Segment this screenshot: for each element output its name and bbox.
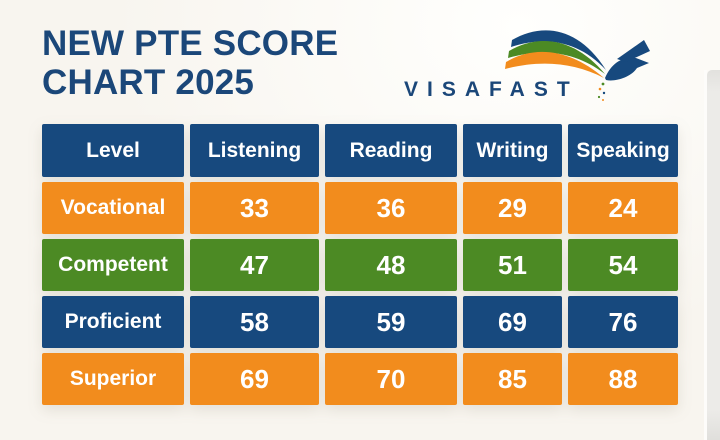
score-cell: 69 xyxy=(190,353,319,405)
column-header-listening: Listening xyxy=(190,124,319,177)
score-cell: 33 xyxy=(190,182,319,234)
score-cell: 70 xyxy=(325,353,457,405)
bird-swoosh-icon xyxy=(505,30,650,101)
column-header-writing: Writing xyxy=(463,124,562,177)
page-title: NEW PTE SCORE CHART 2025 xyxy=(42,24,338,102)
page-edge-highlight xyxy=(704,70,707,440)
score-cell: 51 xyxy=(463,239,562,291)
score-cell: 59 xyxy=(325,296,457,348)
level-cell: Vocational xyxy=(42,182,184,234)
score-cell: 47 xyxy=(190,239,319,291)
score-cell: 85 xyxy=(463,353,562,405)
page-edge xyxy=(707,70,720,440)
score-table: Level Listening Reading Writing Speaking… xyxy=(42,124,678,405)
column-header-reading: Reading xyxy=(325,124,457,177)
column-header-speaking: Speaking xyxy=(568,124,678,177)
score-cell: 36 xyxy=(325,182,457,234)
level-cell: Superior xyxy=(42,353,184,405)
brand-logo: VISAFAST xyxy=(396,14,676,106)
score-cell: 88 xyxy=(568,353,678,405)
score-cell: 76 xyxy=(568,296,678,348)
score-cell: 54 xyxy=(568,239,678,291)
page-title-line1: NEW PTE SCORE xyxy=(42,24,339,63)
score-cell: 69 xyxy=(463,296,562,348)
level-cell: Competent xyxy=(42,239,184,291)
score-cell: 24 xyxy=(568,182,678,234)
brand-name: VISAFAST xyxy=(404,78,579,101)
page-title-line2: CHART 2025 xyxy=(42,63,255,102)
score-cell: 58 xyxy=(190,296,319,348)
score-cell: 48 xyxy=(325,239,457,291)
score-cell: 29 xyxy=(463,182,562,234)
level-cell: Proficient xyxy=(42,296,184,348)
column-header-level: Level xyxy=(42,124,184,177)
